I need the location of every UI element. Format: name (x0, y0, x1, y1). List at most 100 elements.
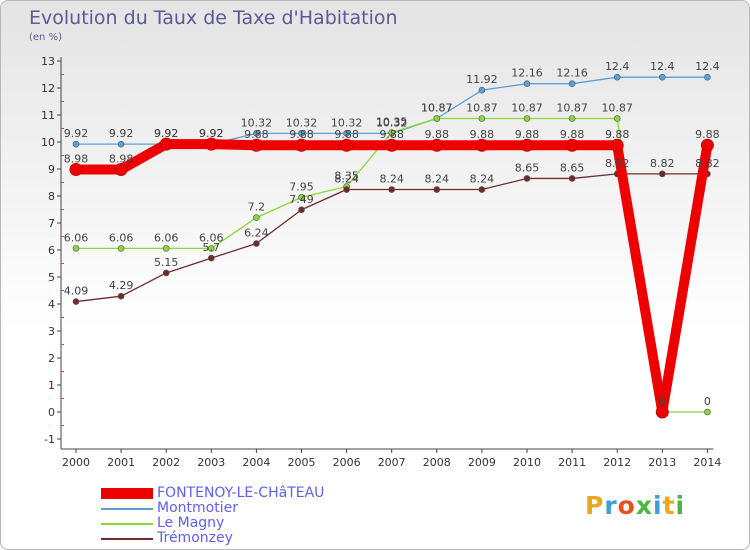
data-point (298, 130, 305, 137)
data-label: 9.92 (154, 127, 179, 140)
data-label: 10.87 (601, 102, 633, 115)
data-point (343, 186, 350, 193)
chart-title: Evolution du Taux de Taxe d'Habitation (29, 7, 398, 29)
x-tick-label: 2010 (513, 456, 541, 469)
data-point (523, 115, 531, 122)
data-label: 9.92 (109, 127, 134, 140)
data-point (208, 245, 215, 252)
data-label: 5.7 (203, 241, 221, 254)
data-point (523, 175, 531, 182)
data-label: 11.92 (466, 73, 498, 86)
data-label: 9.92 (199, 127, 224, 140)
data-label: 9.88 (560, 128, 585, 141)
data-point (565, 138, 579, 152)
watermark-letter: i (653, 491, 663, 520)
data-label: 9.88 (695, 128, 720, 141)
x-tick-label: 2009 (468, 456, 496, 469)
data-label: 8.82 (605, 157, 630, 170)
data-label: 6.06 (154, 231, 179, 244)
data-point (204, 137, 218, 151)
watermark-letter: r (604, 491, 618, 520)
data-point (478, 86, 486, 94)
x-tick-label: 2011 (558, 456, 586, 469)
data-label: 7.49 (289, 193, 314, 206)
data-label: 8.98 (64, 153, 89, 166)
data-label: 7.2 (248, 201, 266, 214)
data-point (385, 138, 399, 152)
data-label: 9.88 (334, 128, 359, 141)
data-label: 12.16 (556, 67, 588, 80)
data-point (478, 115, 486, 122)
data-label: 8.24 (425, 173, 450, 186)
y-tick-label: 3 (48, 325, 55, 338)
data-point (253, 130, 260, 137)
data-label: 4.29 (109, 279, 134, 292)
y-tick-label: 6 (48, 244, 55, 257)
data-point (249, 138, 263, 152)
watermark-letter: i (675, 491, 686, 520)
data-label: 10.87 (421, 102, 453, 115)
data-label: 12.4 (650, 60, 675, 73)
data-point (610, 138, 624, 152)
data-label: 12.16 (511, 67, 543, 80)
data-point (475, 138, 489, 152)
data-label: 10.32 (331, 116, 363, 129)
data-label: 9.92 (64, 127, 89, 140)
data-label: 8.65 (560, 161, 585, 174)
data-point (433, 115, 441, 122)
data-point (117, 292, 125, 300)
data-label: 9.88 (379, 128, 404, 141)
data-label: 10.87 (421, 102, 453, 115)
proxiti-watermark: Proxiti (585, 491, 685, 520)
data-label: 10.87 (511, 102, 543, 115)
x-tick-label: 2013 (648, 456, 676, 469)
y-tick-label: 10 (41, 136, 55, 149)
data-label: 9.88 (605, 128, 630, 141)
legend-label: Montmotier (157, 500, 238, 516)
data-label: 8.98 (109, 153, 134, 166)
y-tick-label: 4 (48, 298, 55, 311)
y-tick-label: 2 (48, 352, 55, 365)
data-point (72, 140, 80, 148)
data-point (162, 245, 170, 252)
data-point (117, 140, 125, 148)
x-tick-label: 2007 (378, 456, 406, 469)
watermark-letter: P (585, 491, 605, 520)
x-tick-label: 2012 (603, 456, 631, 469)
data-point (298, 194, 305, 201)
legend-label: Le Magny (157, 515, 225, 531)
data-label: 0 (704, 395, 711, 408)
data-label: 9.88 (470, 128, 495, 141)
x-tick-label: 2002 (152, 456, 180, 469)
data-label: 10.32 (376, 116, 408, 129)
data-point (655, 405, 669, 419)
data-point (114, 163, 128, 177)
y-tick-label: 0 (48, 406, 55, 419)
data-label: 10.32 (286, 116, 318, 129)
y-tick-label: 1 (48, 379, 55, 392)
x-tick-label: 2004 (242, 456, 270, 469)
data-label: 9.88 (244, 128, 269, 141)
data-point (159, 137, 173, 151)
x-tick-label: 2006 (333, 456, 361, 469)
data-point (343, 130, 350, 137)
data-point (568, 175, 576, 182)
data-label: 6.06 (199, 231, 224, 244)
y-tick-label: 12 (41, 82, 55, 95)
data-label: 9.88 (425, 128, 450, 141)
data-label: 10.87 (556, 102, 588, 115)
data-label: 5.15 (154, 256, 179, 269)
data-label: 6.06 (109, 231, 134, 244)
data-point (433, 186, 441, 193)
data-label: 10.35 (376, 116, 408, 129)
data-label: 4.09 (64, 285, 89, 298)
x-tick-label: 2003 (197, 456, 225, 469)
x-tick-label: 2000 (62, 456, 90, 469)
data-label: 10.87 (466, 102, 498, 115)
data-label: 9.88 (515, 128, 540, 141)
data-point (340, 138, 354, 152)
data-label: 8.24 (334, 173, 359, 186)
data-point (117, 245, 125, 252)
x-tick-label: 2008 (423, 456, 451, 469)
